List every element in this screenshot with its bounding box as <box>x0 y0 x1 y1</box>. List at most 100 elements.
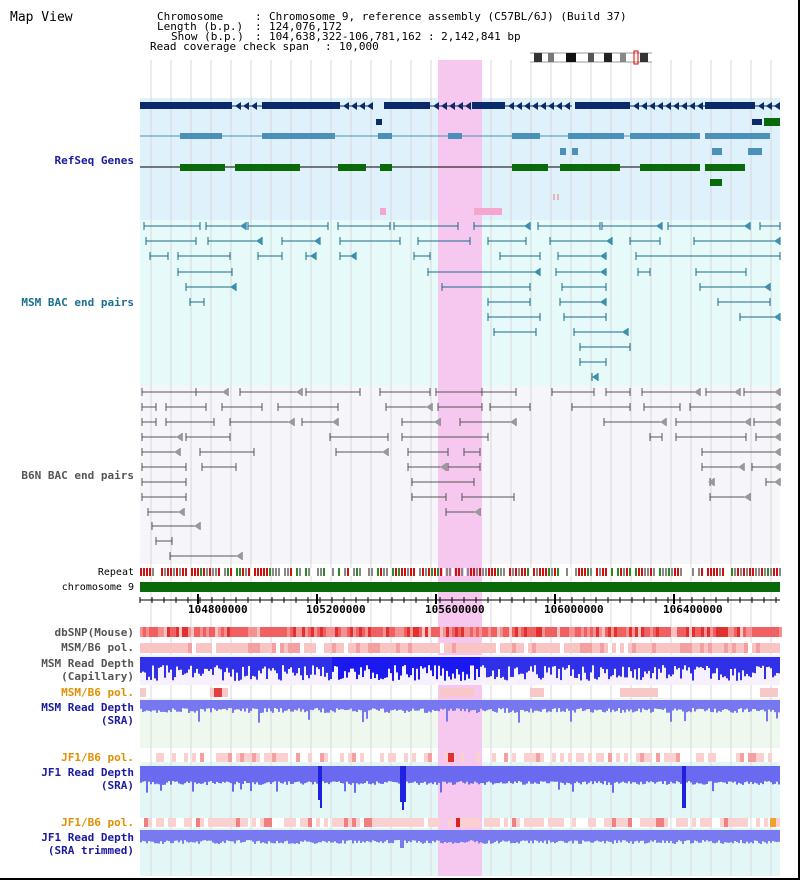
depth-bar <box>230 766 232 784</box>
gene-exon <box>560 148 566 155</box>
depth-bar <box>640 766 642 782</box>
polymorphism-cell <box>276 643 280 653</box>
depth-bar <box>200 766 202 784</box>
depth-bar <box>294 700 296 710</box>
depth-bar <box>594 766 596 782</box>
depth-bar <box>352 657 354 669</box>
depth-bar <box>622 657 624 667</box>
polymorphism-cell <box>224 753 228 762</box>
depth-bar <box>256 657 258 680</box>
polymorphism-cell <box>760 753 764 762</box>
dbsnp-cell <box>506 627 509 637</box>
depth-bar <box>644 830 646 844</box>
depth-bar <box>496 830 498 841</box>
depth-bar <box>540 766 542 782</box>
depth-bar <box>180 766 182 785</box>
depth-bar <box>566 766 568 783</box>
repeat-mark <box>230 568 232 576</box>
depth-bar <box>728 830 730 843</box>
dbsnp-cell <box>422 627 425 637</box>
repeat-mark <box>488 568 490 576</box>
polymorphism-cell <box>292 643 296 653</box>
dbsnp-cell <box>389 627 392 637</box>
depth-bar <box>250 766 252 792</box>
dbsnp-cell <box>521 627 524 637</box>
polymorphism-cell <box>464 818 468 827</box>
depth-bar <box>624 700 626 713</box>
depth-bar <box>422 657 424 669</box>
depth-bar <box>606 830 608 841</box>
polymorphism-cell <box>308 818 312 827</box>
gene-exon <box>712 148 722 155</box>
polymorphism-cell <box>496 818 500 827</box>
depth-bar <box>466 830 468 843</box>
depth-bar <box>368 766 370 784</box>
polymorphism-cell <box>676 643 680 653</box>
depth-bar <box>640 830 642 841</box>
depth-bar <box>162 766 164 785</box>
chromosome-label: chromosome 9 <box>61 582 134 593</box>
dbsnp-cell <box>581 627 584 637</box>
jf1-depth-trimmed-label[interactable]: JF1 Read Depth <box>41 831 134 844</box>
dbsnp-cell <box>674 627 677 637</box>
polymorphism-cell <box>252 753 256 762</box>
depth-bar <box>536 657 538 675</box>
depth-bar <box>322 830 324 841</box>
depth-bar <box>612 700 614 710</box>
depth-bar <box>286 766 288 785</box>
dbsnp-cell <box>527 627 530 637</box>
msm-depth-capillary-label[interactable]: MSM Read Depth <box>41 657 134 670</box>
depth-bar <box>752 700 754 710</box>
jf1-b6-pol-label[interactable]: JF1/B6 pol. <box>61 751 134 764</box>
depth-bar <box>568 830 570 842</box>
depth-bar <box>764 700 766 712</box>
repeat-mark <box>425 568 427 576</box>
jf1-depth-sra-label[interactable]: JF1 Read Depth <box>41 766 134 779</box>
depth-bar <box>332 830 334 843</box>
refseq-genes-label[interactable]: RefSeq Genes <box>54 154 134 167</box>
depth-bar <box>216 700 218 711</box>
show-key: Show (b.p.) <box>171 30 244 43</box>
depth-bar <box>552 700 554 709</box>
dbsnp-cell <box>539 627 542 637</box>
depth-bar <box>624 766 626 783</box>
repeat-mark <box>434 568 436 576</box>
depth-bar <box>178 830 180 843</box>
msm-bac-label[interactable]: MSM BAC end pairs <box>21 296 134 309</box>
b6n-bac-label[interactable]: B6N BAC end pairs <box>21 469 134 482</box>
depth-bar <box>638 657 640 669</box>
polymorphism-cell <box>224 818 228 827</box>
depth-bar <box>524 766 526 785</box>
depth-bar <box>698 830 700 843</box>
gene-strand-arrow <box>766 102 772 110</box>
msm-b6-pol-label-2[interactable]: MSM/B6 pol. <box>61 686 134 699</box>
polymorphism-cell <box>344 818 348 827</box>
dbsnp-label[interactable]: dbSNP(Mouse) <box>54 626 134 639</box>
polymorphism-cell <box>700 753 704 762</box>
msm-b6-pol-label[interactable]: MSM/B6 pol. <box>61 641 134 654</box>
msm-depth-sra-label[interactable]: MSM Read Depth <box>41 701 134 714</box>
depth-bar <box>626 700 628 710</box>
depth-bar <box>740 700 742 709</box>
polymorphism-cell <box>156 818 160 827</box>
depth-bar <box>306 766 308 783</box>
repeat-mark <box>368 568 370 576</box>
dbsnp-cell <box>632 627 635 637</box>
polymorphism-cell <box>492 643 496 653</box>
jf1-b6-pol-label-2[interactable]: JF1/B6 pol. <box>61 816 134 829</box>
depth-bar <box>420 830 422 843</box>
depth-bar <box>526 657 528 673</box>
repeat-mark <box>344 568 346 576</box>
dbsnp-cell <box>659 627 662 637</box>
depth-bar <box>378 830 380 843</box>
repeat-mark <box>551 568 553 576</box>
depth-bar <box>484 830 486 844</box>
repeat-mark <box>692 568 694 576</box>
repeat-mark <box>548 568 550 576</box>
polymorphism-cell <box>724 818 728 827</box>
dbsnp-cell <box>230 627 233 637</box>
dbsnp-cell <box>623 627 626 637</box>
depth-bar <box>430 657 432 671</box>
polymorphism-cell <box>580 643 584 653</box>
